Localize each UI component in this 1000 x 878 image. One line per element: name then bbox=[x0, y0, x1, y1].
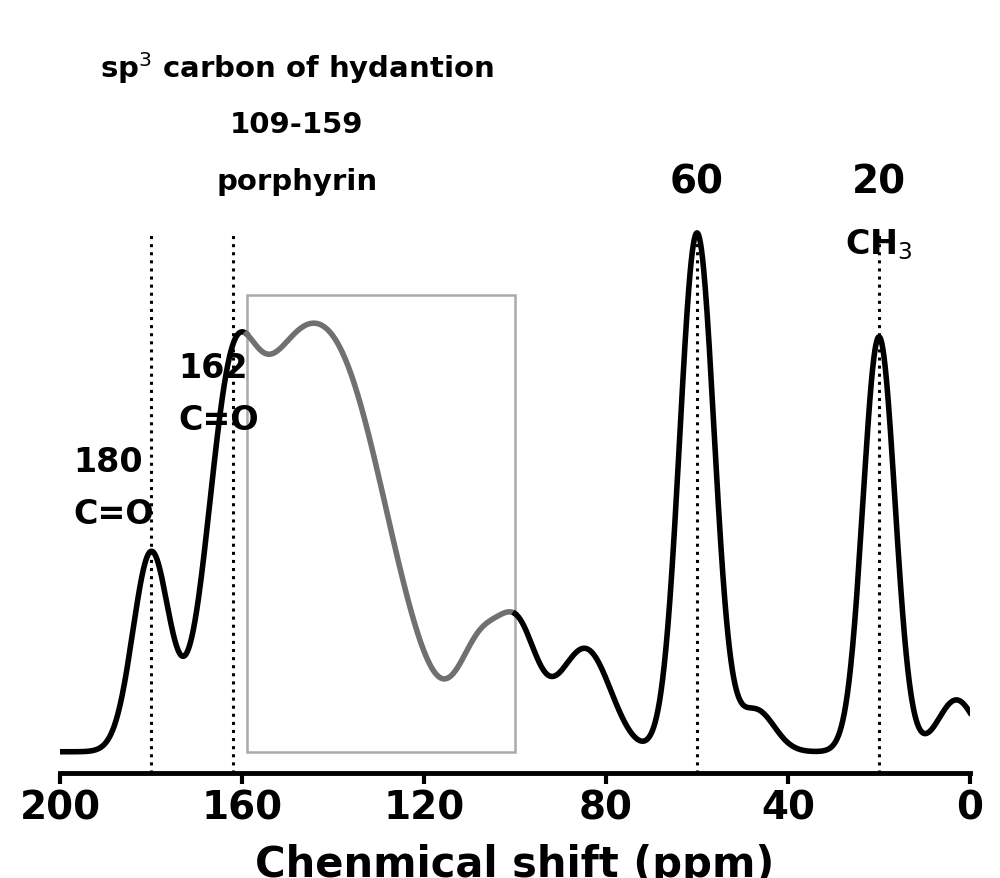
Text: 162: 162 bbox=[178, 352, 248, 385]
Text: CH$_3$: CH$_3$ bbox=[845, 227, 913, 262]
Bar bbox=[247, 296, 515, 752]
Text: 109-159: 109-159 bbox=[230, 111, 363, 139]
Text: C=O: C=O bbox=[74, 497, 154, 530]
X-axis label: Chenmical shift (ppm): Chenmical shift (ppm) bbox=[255, 843, 775, 878]
Text: 60: 60 bbox=[670, 162, 724, 201]
Text: 20: 20 bbox=[852, 162, 906, 201]
Text: sp$^3$ carbon of hydantion: sp$^3$ carbon of hydantion bbox=[100, 50, 493, 86]
Text: 180: 180 bbox=[74, 445, 143, 479]
Text: C=O: C=O bbox=[178, 404, 259, 436]
Text: porphyrin: porphyrin bbox=[216, 168, 377, 196]
